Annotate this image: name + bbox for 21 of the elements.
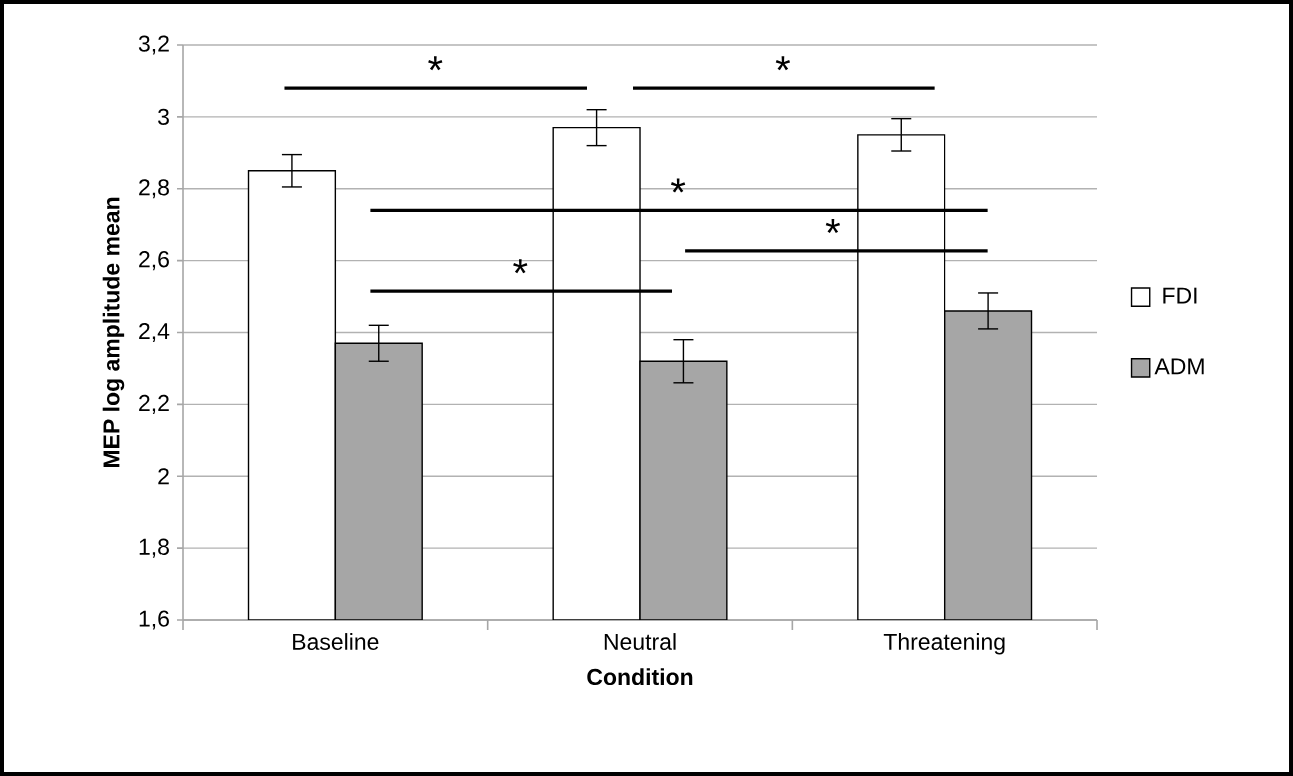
y-tick-label: 2,6 — [139, 251, 169, 271]
x-tick-label: Baseline — [293, 633, 379, 650]
legend-label: FDI — [1163, 287, 1197, 304]
y-tick-label: 3,2 — [138, 35, 169, 55]
y-tick-label: 1,8 — [139, 538, 169, 558]
annotation: * — [670, 178, 686, 193]
annotation: * — [513, 259, 528, 274]
y-tick-label: 2,2 — [139, 394, 169, 414]
y-axis-title: MEP log amplitude mean — [102, 197, 125, 468]
annotation: * — [775, 56, 791, 71]
annotation: * — [428, 56, 443, 71]
legend-label: ADM — [1154, 358, 1204, 375]
x-tick-label: Neutral — [604, 633, 676, 650]
y-tick-label: 3 — [158, 108, 169, 125]
x-axis-title: Condition — [587, 668, 693, 686]
y-tick-label: 2 — [158, 468, 169, 485]
x-tick-label: Threatening — [883, 633, 1005, 655]
y-tick-label: 2,4 — [139, 322, 170, 342]
annotation: * — [825, 219, 841, 234]
y-tick-label: 1,6 — [139, 610, 169, 630]
y-tick-label: 2,8 — [139, 179, 169, 199]
